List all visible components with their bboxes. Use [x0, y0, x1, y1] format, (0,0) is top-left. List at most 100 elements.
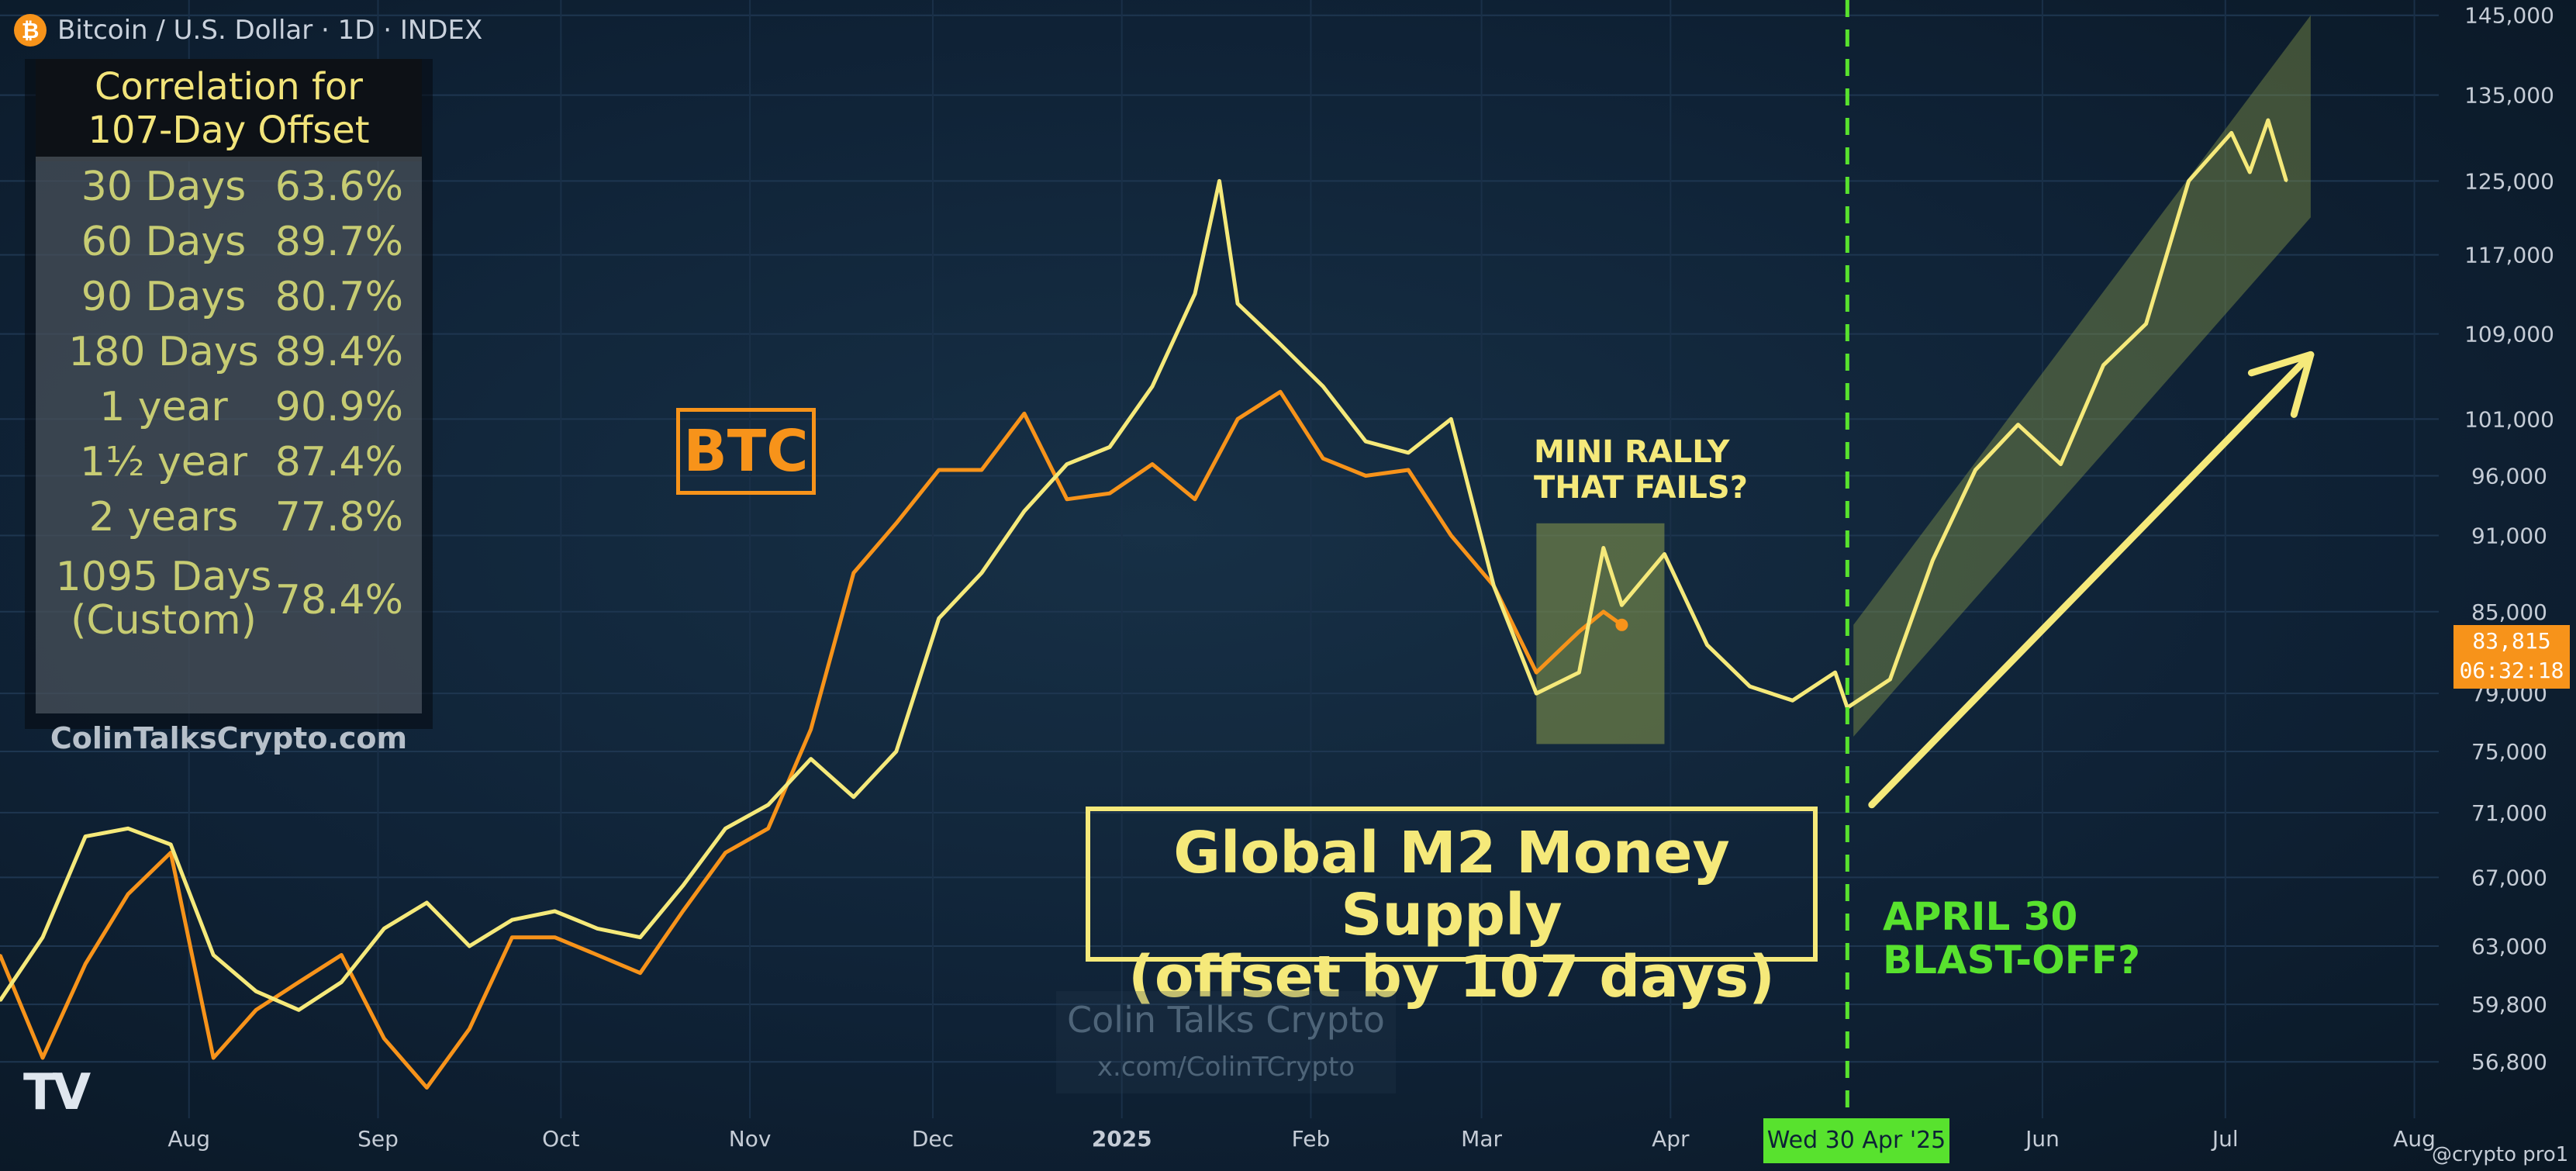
m2-data-point: [554, 910, 556, 913]
btc-data-point: [596, 954, 599, 956]
y-tick-label: 91,000: [2471, 523, 2547, 549]
m2-data-point: [1834, 671, 1837, 674]
y-tick-label: 117,000: [2464, 243, 2554, 268]
m2-data-point: [254, 990, 257, 993]
btc-data-point: [1236, 417, 1239, 420]
april-blastoff-annotation: APRIL 30 BLAST-OFF?: [1883, 895, 2140, 982]
btc-data-point: [1151, 463, 1154, 466]
btc-data-point: [84, 962, 87, 965]
m2-data-point: [1888, 678, 1891, 681]
watermark: Colin Talks Crypto x.com/ColinTCrypto: [1056, 991, 1396, 1093]
y-tick-label: 101,000: [2464, 406, 2554, 432]
m2-label-box: Global M2 Money Supply (offset by 107 da…: [1086, 807, 1818, 1008]
correlation-row: 1½ year 87.4%: [36, 435, 422, 489]
m2-data-point: [126, 827, 129, 830]
correlation-row-value: 80.7%: [275, 274, 403, 320]
btc-data-point: [1193, 498, 1196, 501]
btc-data-point: [0, 954, 2, 956]
m2-data-point: [1663, 553, 1666, 555]
correlation-row-label: 1 year: [99, 384, 228, 430]
btc-data-point: [980, 468, 983, 472]
m2-data-point: [596, 927, 599, 930]
mini-rally-annotation: MINI RALLY THAT FAILS?: [1534, 434, 1748, 506]
btc-data-point: [1602, 610, 1605, 613]
btc-data-point: [810, 728, 813, 731]
m2-data-point: [0, 999, 2, 1002]
btc-data-point: [1449, 534, 1452, 537]
m2-data-point: [1706, 644, 1708, 647]
m2-data-point: [852, 796, 855, 799]
m2-data-point: [1974, 468, 1977, 472]
correlation-row: 60 Days 89.7%: [36, 215, 422, 269]
m2-data-point: [1193, 292, 1196, 295]
correlation-row: 180 Days 89.4%: [36, 325, 422, 379]
m2-data-point: [1931, 559, 1934, 561]
y-tick-label: 96,000: [2471, 464, 2547, 489]
correlation-table-footer: ColinTalksCrypto.com: [50, 721, 408, 755]
btc-data-point: [340, 954, 343, 956]
y-tick-label: 59,800: [2471, 992, 2547, 1017]
upward-arrow-head: [2247, 351, 2315, 418]
m2-data-point: [1791, 699, 1794, 702]
correlation-row-label: 1½ year: [79, 439, 248, 485]
btc-data-point: [639, 972, 642, 975]
correlation-table-body: 30 Days 63.6% 60 Days 89.7% 90 Days 80.7…: [36, 157, 422, 713]
m2-data-point: [1602, 547, 1605, 549]
correlation-title-line1: Correlation for: [95, 65, 363, 109]
m2-data-point: [1321, 385, 1324, 388]
x-tick-label: Dec: [912, 1126, 954, 1152]
watermark-handle: x.com/ColinTCrypto: [1096, 1052, 1355, 1083]
m2-data-point: [2230, 131, 2233, 134]
correlation-row-label: 30 Days: [81, 164, 247, 210]
symbol-title: Bitcoin / U.S. Dollar · 1D · INDEX: [57, 15, 483, 46]
correlation-table: Correlation for 107-Day Offset 30 Days 6…: [25, 59, 433, 755]
bitcoin-icon: ₿: [14, 14, 47, 47]
last-price-tag[interactable]: 83,815 06:32:18: [2453, 625, 2570, 689]
correlation-row: 30 Days 63.6%: [36, 160, 422, 214]
m2-data-point: [1407, 451, 1410, 454]
y-tick-label: 125,000: [2464, 168, 2554, 194]
april-line2: BLAST-OFF?: [1883, 938, 2141, 983]
btc-data-point: [767, 827, 770, 830]
y-tick-label: 63,000: [2471, 934, 2547, 959]
m2-data-point: [1535, 692, 1538, 695]
m2-data-point: [980, 572, 983, 575]
btc-data-point: [852, 572, 855, 575]
correlation-row-value: 87.4%: [275, 439, 403, 485]
y-tick-label: 67,000: [2471, 865, 2547, 890]
m2-data-point: [382, 927, 385, 930]
m2-data-point: [1577, 671, 1580, 674]
correlation-row-value: 63.6%: [275, 164, 403, 210]
m2-data-point: [639, 936, 642, 939]
m2-data-point: [1449, 417, 1452, 420]
btc-data-point: [1065, 498, 1069, 501]
btc-data-point: [1364, 475, 1367, 477]
symbol-header[interactable]: ₿ Bitcoin / U.S. Dollar · 1D · INDEX: [14, 12, 482, 48]
x-tick-label: Oct: [542, 1126, 579, 1152]
tradingview-logo-icon[interactable]: TV: [23, 1064, 91, 1121]
correlation-row-value: 89.7%: [275, 219, 403, 265]
m2-data-point: [1749, 685, 1751, 688]
btc-data-point: [724, 851, 727, 854]
m2-data-point: [810, 758, 813, 761]
btc-data-point: [1535, 671, 1538, 674]
x-tick-label: 2025: [1092, 1126, 1152, 1152]
x-tick-label: Apr: [1652, 1126, 1690, 1152]
author-credit: @crypto pro1: [2432, 1143, 2569, 1166]
custom-label-line1: 1095 Days: [55, 554, 272, 600]
custom-label-line2: (Custom): [71, 597, 257, 644]
btc-data-point: [468, 1028, 471, 1031]
x-tick-label: Sep: [357, 1126, 399, 1152]
m2-data-point: [938, 617, 941, 620]
x-tick-label: Feb: [1292, 1126, 1331, 1152]
m2-data-point: [2017, 423, 2019, 427]
btc-data-point: [1321, 457, 1324, 460]
correlation-row-value: 77.8%: [275, 494, 403, 541]
m2-data-point: [212, 954, 215, 956]
m2-label-line1: Global M2 Money Supply: [1173, 820, 1730, 948]
correlation-title-line2: 107-Day Offset: [88, 109, 370, 152]
m2-data-point: [425, 901, 428, 904]
y-tick-label: 145,000: [2464, 3, 2554, 29]
btc-last-point: [1615, 618, 1628, 631]
m2-data-point: [1218, 179, 1221, 182]
